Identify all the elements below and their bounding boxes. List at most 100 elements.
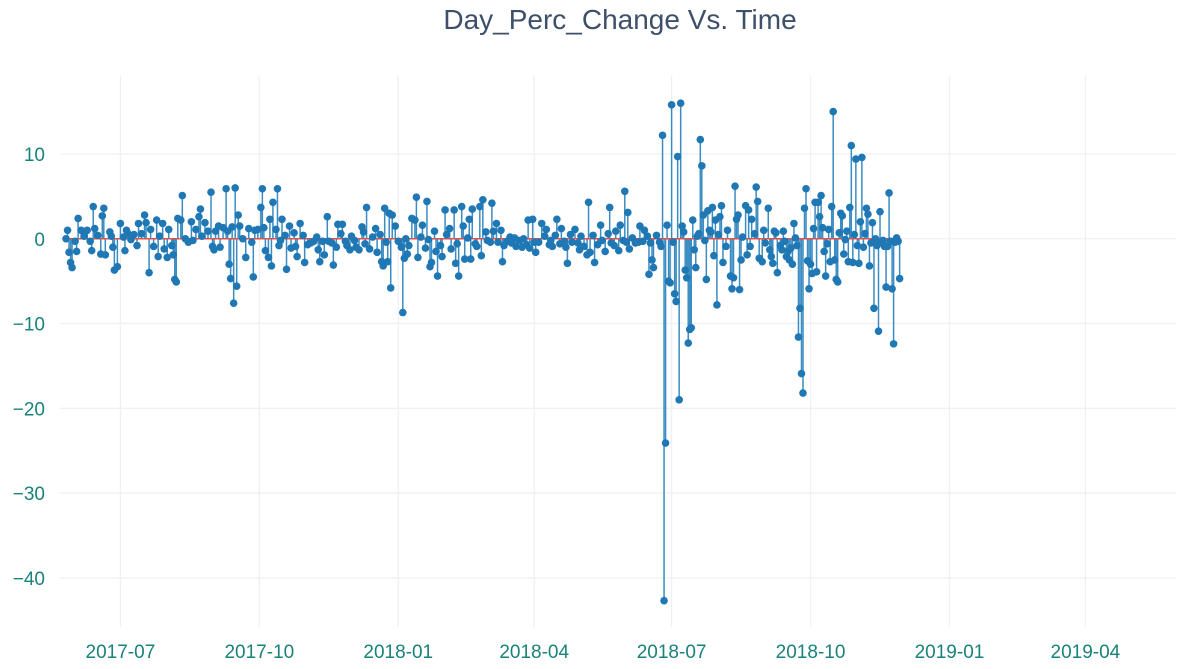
data-point (417, 233, 425, 241)
data-point (589, 231, 597, 240)
data-point (548, 242, 557, 251)
stem-lines (66, 103, 901, 601)
data-point (663, 221, 671, 229)
data-point (87, 246, 96, 255)
data-point (228, 223, 236, 231)
data-point (386, 284, 395, 292)
data-point (562, 243, 570, 252)
data-point (167, 241, 176, 250)
data-point (658, 131, 667, 140)
data-point (198, 232, 206, 241)
data-point (768, 259, 777, 268)
data-point (767, 252, 776, 261)
data-point (447, 245, 455, 253)
data-point (346, 245, 354, 254)
y-tick-label: −40 (13, 569, 45, 590)
data-point (257, 203, 265, 212)
data-point (489, 227, 498, 235)
data-point (204, 227, 212, 235)
data-point (272, 225, 280, 234)
grid-lines (60, 76, 1176, 627)
data-point (134, 219, 143, 228)
data-point (876, 207, 884, 216)
data-point (261, 246, 270, 255)
data-point (361, 240, 369, 248)
data-point (729, 273, 738, 282)
data-point (405, 241, 413, 250)
data-point (241, 253, 250, 262)
data-point (101, 251, 110, 259)
data-point (164, 225, 173, 234)
data-point (497, 226, 505, 235)
data-point (855, 259, 863, 268)
data-point (382, 238, 390, 246)
data-point (359, 228, 368, 236)
data-point (861, 229, 869, 238)
data-point (708, 203, 717, 212)
data-point (412, 193, 421, 202)
data-point (244, 224, 253, 233)
data-point (225, 260, 233, 268)
data-point (652, 231, 661, 240)
data-point (870, 304, 878, 313)
data-point (376, 230, 384, 239)
data-point (98, 212, 107, 220)
data-point (750, 229, 759, 238)
data-point (430, 227, 439, 235)
data-point (667, 101, 676, 109)
data-point (717, 201, 726, 210)
data-point (673, 152, 682, 161)
data-point (731, 182, 739, 190)
data-point (799, 389, 807, 397)
data-point (557, 224, 566, 233)
data-point (675, 396, 683, 404)
data-point (146, 225, 155, 234)
data-point (427, 258, 436, 267)
data-point (172, 278, 181, 286)
data-point (824, 225, 833, 234)
data-point (397, 243, 406, 252)
data-point (460, 255, 469, 263)
data-point (752, 183, 760, 191)
data-point (574, 239, 582, 247)
data-point (882, 283, 890, 291)
data-point (716, 212, 724, 221)
data-point (885, 189, 893, 197)
data-point (551, 231, 560, 240)
data-point (622, 238, 631, 246)
data-point (238, 234, 247, 243)
data-point (661, 439, 670, 447)
chart-title: Day_Perc_Change Vs. Time (443, 4, 797, 35)
data-point (62, 234, 70, 243)
data-point (598, 236, 606, 245)
data-point (895, 274, 904, 283)
data-point (189, 236, 197, 245)
data-point (229, 299, 238, 307)
data-point (329, 261, 338, 269)
data-point (853, 241, 862, 250)
data-point (479, 195, 487, 204)
data-point (858, 153, 866, 162)
data-point (314, 245, 323, 254)
data-point (254, 225, 262, 234)
x-tick-label: 2018-01 (363, 642, 433, 663)
data-point (646, 239, 655, 247)
data-point (713, 301, 721, 309)
data-point (488, 199, 496, 207)
data-point (849, 258, 857, 267)
data-point (669, 238, 677, 246)
data-point (684, 339, 693, 347)
data-point (874, 327, 883, 335)
data-point (568, 238, 576, 246)
data-point (438, 252, 446, 261)
data-point (772, 229, 780, 237)
data-point (232, 282, 241, 291)
data-point (525, 244, 534, 252)
data-point (871, 234, 880, 243)
data-point (468, 205, 477, 213)
data-point (805, 284, 813, 293)
data-point (698, 162, 706, 170)
data-point (463, 234, 472, 242)
data-point (764, 204, 773, 213)
y-tick-label: −10 (13, 315, 45, 336)
